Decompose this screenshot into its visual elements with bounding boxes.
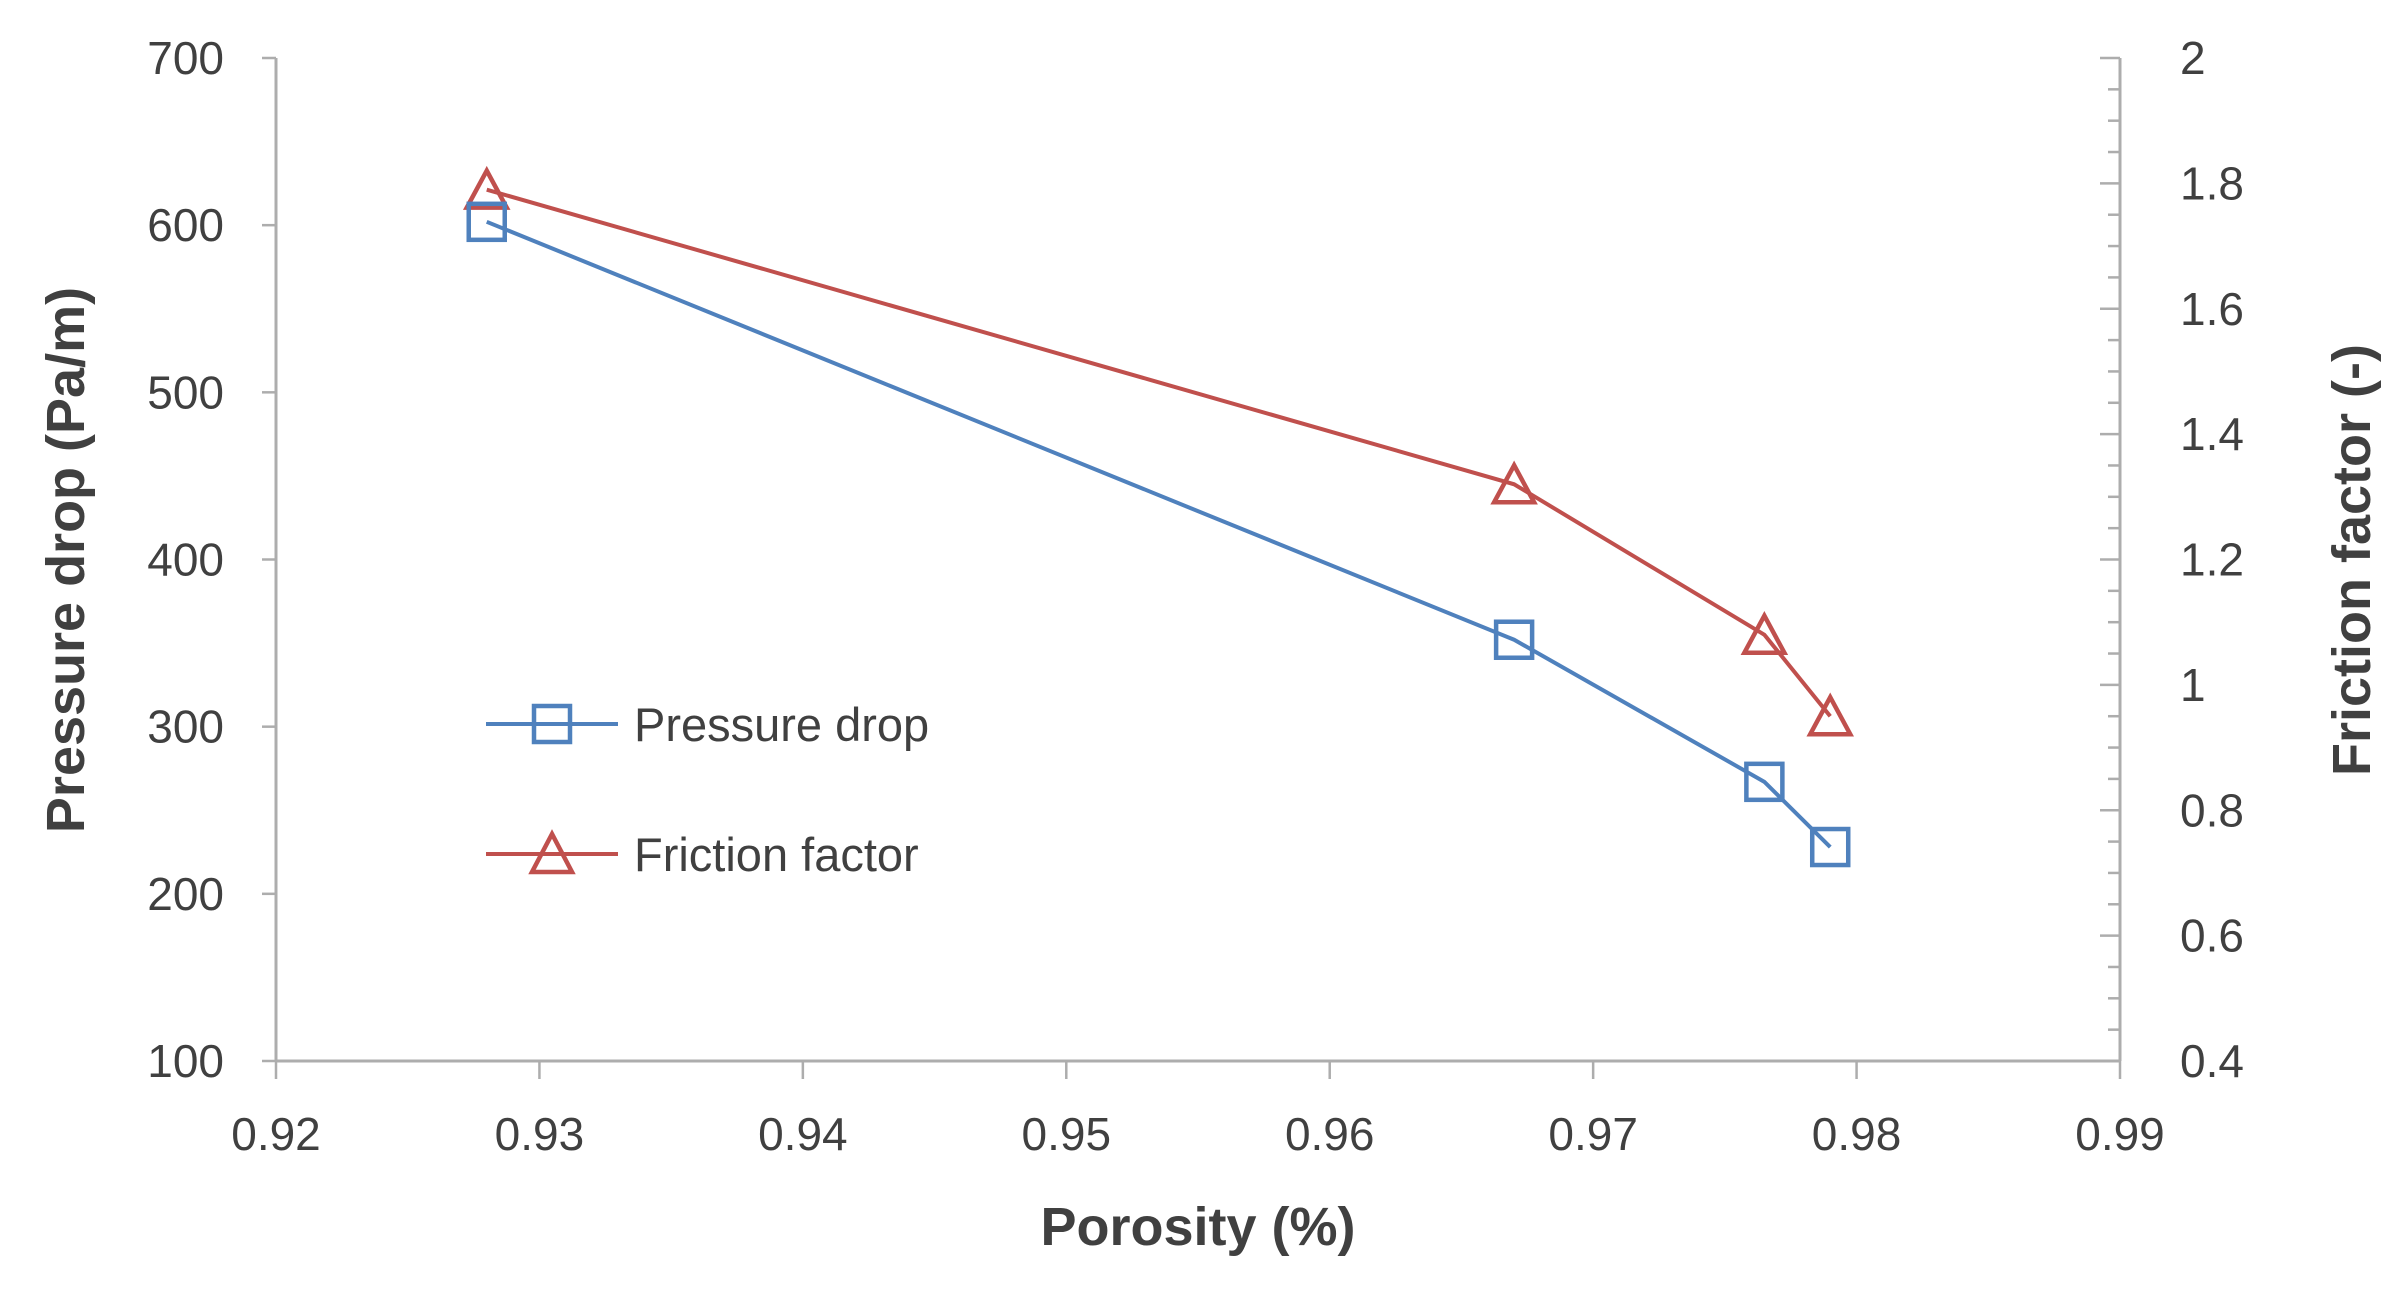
y-right-tick-label: 1.4	[2180, 408, 2244, 460]
x-tick-label: 0.96	[1285, 1108, 1375, 1160]
y-axis-title-right: Friction factor (-)	[2322, 344, 2382, 776]
y-left-tick-label: 400	[147, 534, 224, 586]
marker-square-pressure-drop	[1744, 761, 1785, 803]
x-axis-title: Porosity (%)	[1040, 1197, 1356, 1257]
legend-item-friction-factor: Friction factor	[486, 818, 929, 890]
x-tick-label: 0.94	[758, 1108, 848, 1160]
y-right-tick-label: 2	[2180, 32, 2206, 84]
y-right-tick-label: 1.6	[2180, 283, 2244, 335]
legend-triangle-marker-icon	[486, 829, 618, 875]
x-tick-label: 0.95	[1022, 1108, 1112, 1160]
series-line-pressure-drop	[485, 219, 1832, 849]
legend: Pressure drop Friction factor	[486, 688, 929, 890]
y-axis-title-left: Pressure drop (Pa/m)	[36, 286, 96, 834]
y-left-tick-label: 100	[147, 1035, 224, 1087]
x-tick-label: 0.93	[495, 1108, 585, 1160]
y-left-tick-label: 500	[147, 366, 224, 418]
x-tick-label: 0.92	[231, 1108, 321, 1160]
y-left-tick-label: 200	[147, 868, 224, 920]
x-tick-label: 0.97	[1548, 1108, 1638, 1160]
marker-triangle-friction-factor	[1490, 460, 1538, 505]
x-tick-label: 0.99	[2075, 1108, 2165, 1160]
y-left-tick-label: 300	[147, 701, 224, 753]
y-right-tick-label: 0.6	[2180, 910, 2244, 962]
y-right-tick-label: 1	[2180, 659, 2206, 711]
marker-triangle-friction-factor	[462, 165, 511, 210]
x-tick-label: 0.98	[1812, 1108, 1902, 1160]
marker-triangle-friction-factor	[1806, 692, 1855, 737]
y-left-tick-label: 700	[147, 32, 224, 84]
legend-square-marker-icon	[486, 703, 618, 745]
marker-square-pressure-drop	[466, 201, 507, 243]
series-line-friction-factor	[486, 187, 1832, 718]
marker-square-pressure-drop	[1809, 826, 1851, 868]
y-right-tick-label: 0.4	[2180, 1035, 2244, 1087]
legend-label-pressure-drop: Pressure drop	[634, 697, 930, 751]
marker-square-pressure-drop	[1493, 619, 1535, 660]
y-right-tick-label: 0.8	[2180, 784, 2244, 836]
y-right-tick-label: 1.8	[2180, 157, 2244, 209]
marker-triangle-friction-factor	[1740, 610, 1789, 655]
y-right-tick-label: 1.2	[2180, 534, 2244, 586]
y-left-tick-label: 600	[147, 199, 224, 251]
legend-item-pressure-drop: Pressure drop	[486, 688, 929, 760]
legend-label-friction-factor: Friction factor	[634, 827, 919, 881]
